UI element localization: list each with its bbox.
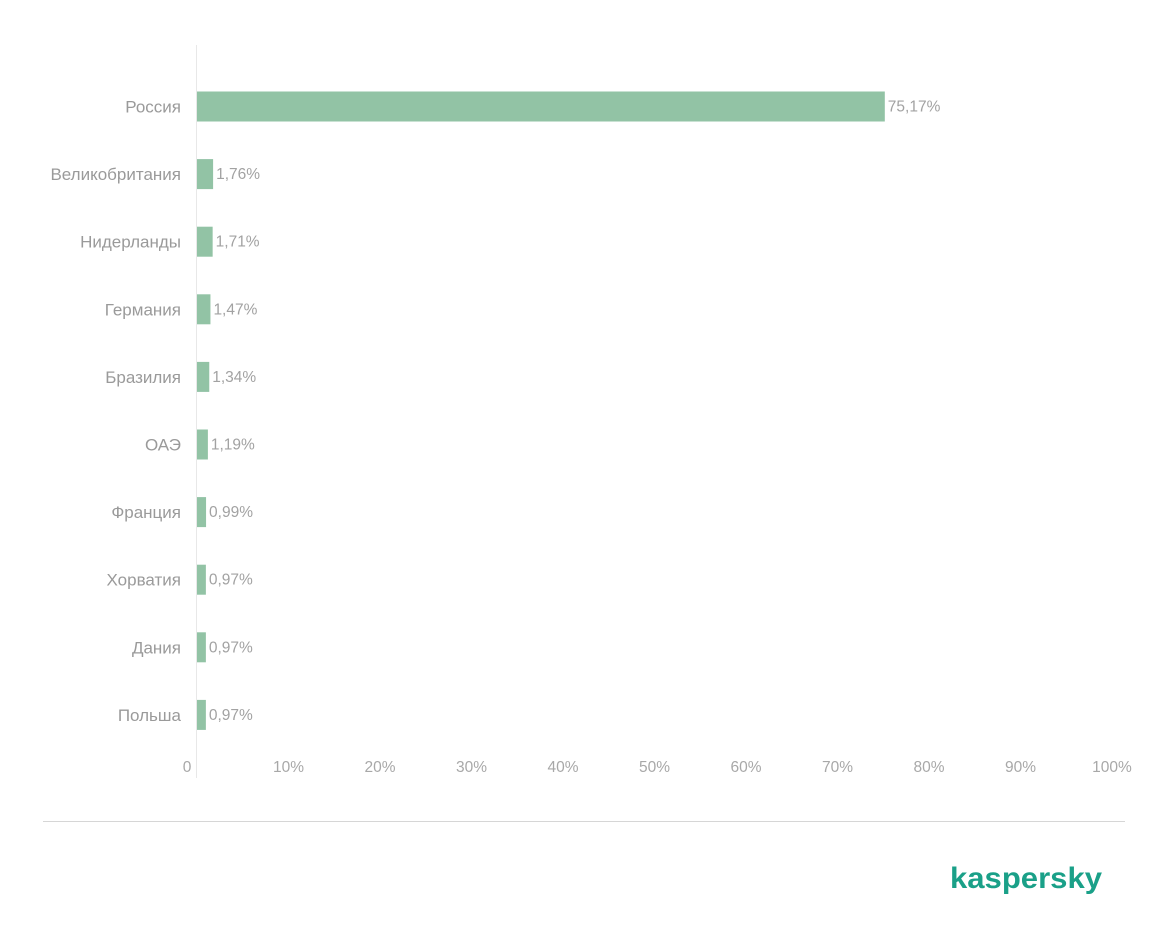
bar-9	[197, 699, 206, 730]
bar-5	[197, 429, 208, 460]
x-tick-label-5: 50%	[639, 759, 670, 776]
value-label-4: 1,34%	[212, 369, 256, 386]
category-label-5: ОАЭ	[145, 436, 181, 455]
value-label-2: 1,71%	[216, 234, 260, 251]
bar-3	[197, 294, 211, 325]
footer-divider	[43, 821, 1125, 822]
category-label-1: Великобритания	[50, 165, 181, 184]
category-label-3: Германия	[105, 300, 181, 319]
category-label-2: Нидерланды	[80, 233, 181, 252]
x-tick-label-2: 20%	[364, 759, 395, 776]
x-tick-label-10: 100%	[1092, 759, 1132, 776]
category-label-7: Хорватия	[107, 571, 181, 590]
x-tick-label-3: 30%	[456, 759, 487, 776]
x-tick-label-9: 90%	[1005, 759, 1036, 776]
x-tick-label-0: 0	[183, 759, 192, 776]
bar-7	[197, 564, 206, 595]
value-label-7: 0,97%	[209, 572, 253, 589]
value-label-3: 1,47%	[213, 301, 257, 318]
x-tick-label-7: 70%	[822, 759, 853, 776]
kaspersky-logo: kaspersky	[950, 862, 1102, 895]
bar-4	[197, 361, 210, 392]
value-labels: 75,17% 1,76% 1,71% 1,47% 1,34% 1,19% 0,99% 0,97…	[209, 99, 941, 724]
value-label-8: 0,97%	[209, 639, 253, 656]
category-label-0: Россия	[125, 98, 181, 117]
bar-0	[197, 91, 885, 122]
x-tick-label-1: 10%	[273, 759, 304, 776]
category-labels: Россия Великобритания Нидерланды Германия Бр…	[50, 98, 181, 725]
x-tick-label-8: 80%	[913, 759, 944, 776]
bar-8	[197, 632, 206, 663]
category-label-4: Бразилия	[105, 368, 181, 387]
value-label-9: 0,97%	[209, 707, 253, 724]
bar-1	[197, 159, 214, 190]
category-label-8: Дания	[132, 638, 181, 657]
bars-group	[197, 91, 885, 730]
value-label-0: 75,17%	[888, 99, 941, 116]
value-label-5: 1,19%	[211, 437, 255, 454]
x-tick-label-4: 40%	[547, 759, 578, 776]
category-label-9: Польша	[118, 706, 182, 725]
x-tick-labels: 0 10% 20% 30% 40% 50% 60% 70% 80% 90% 100%	[183, 759, 1132, 776]
category-label-6: Франция	[111, 503, 181, 522]
bar-2	[197, 226, 213, 257]
svg-text:kaspersky: kaspersky	[950, 862, 1102, 895]
bar-6	[197, 497, 207, 528]
value-label-6: 0,99%	[209, 504, 253, 521]
value-label-1: 1,76%	[216, 166, 260, 183]
x-tick-label-6: 60%	[730, 759, 761, 776]
